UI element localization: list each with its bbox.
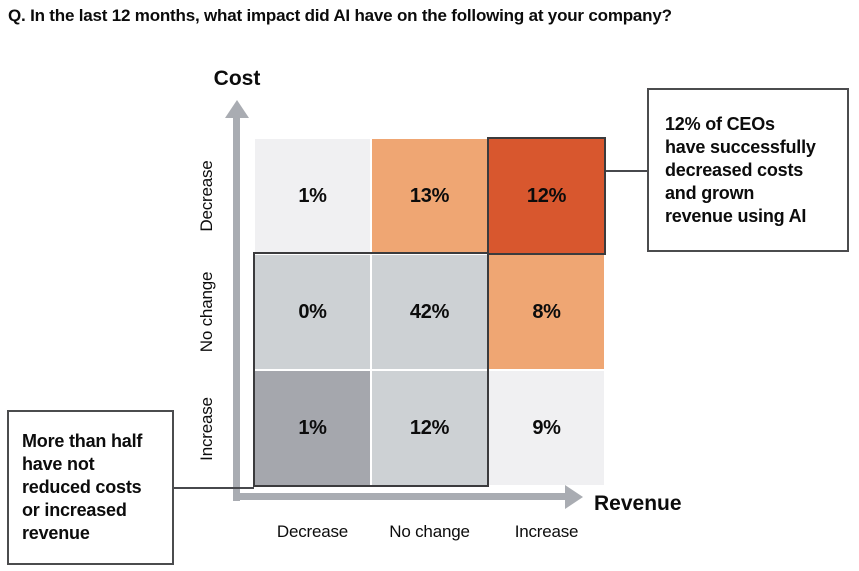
chart-title: Q. In the last 12 months, what impact di… xyxy=(8,6,672,25)
callout-box-right: 12% of CEOs have successfully decreased … xyxy=(647,88,849,252)
callout-connector-right xyxy=(606,170,647,172)
y-axis-line xyxy=(233,116,240,501)
heatmap-cell-cost-decrease-rev-decrease: 1% xyxy=(255,139,370,253)
heatmap-cell-cost-nochange-rev-increase: 8% xyxy=(489,255,604,369)
y-axis-title: Cost xyxy=(213,67,261,90)
y-tick-label-decrease: Decrease xyxy=(197,160,216,232)
callout-box-left: More than half have not reduced costs or… xyxy=(7,410,174,565)
y-tick-label-nochange: No change xyxy=(197,271,216,353)
y-axis-arrowhead-icon xyxy=(225,100,249,118)
heatmap-cell-cost-decrease-rev-nochange: 13% xyxy=(372,139,487,253)
callout-right-text: 12% of CEOs have successfully decreased … xyxy=(665,113,816,226)
highlight-outline-bottom-left-block xyxy=(253,252,489,487)
x-tick-label-decrease: Decrease xyxy=(276,522,349,541)
x-axis-arrowhead-icon xyxy=(565,485,583,509)
callout-connector-left xyxy=(173,487,254,489)
heatmap-grid: 1% 13% 12% 0% 42% 8% 1% 12% 9% xyxy=(255,139,604,485)
x-tick-label-nochange: No change xyxy=(389,522,470,541)
heatmap-cell-cost-increase-rev-increase: 9% xyxy=(489,371,604,485)
heatmap-cell-cost-nochange-rev-decrease: 0% xyxy=(255,255,370,369)
y-tick-label-increase: Increase xyxy=(197,397,216,461)
x-axis-title: Revenue xyxy=(594,492,682,515)
callout-left-text: More than half have not reduced costs or… xyxy=(22,431,143,543)
heatmap-cell-cost-decrease-rev-increase: 12% xyxy=(489,139,604,253)
heatmap-cell-cost-increase-rev-nochange: 12% xyxy=(372,371,487,485)
heatmap-cell-cost-nochange-rev-nochange: 42% xyxy=(372,255,487,369)
x-tick-label-increase: Increase xyxy=(514,522,579,541)
highlight-outline-top-right-cell xyxy=(487,137,606,255)
x-axis-line xyxy=(233,493,566,500)
heatmap-cell-cost-increase-rev-decrease: 1% xyxy=(255,371,370,485)
